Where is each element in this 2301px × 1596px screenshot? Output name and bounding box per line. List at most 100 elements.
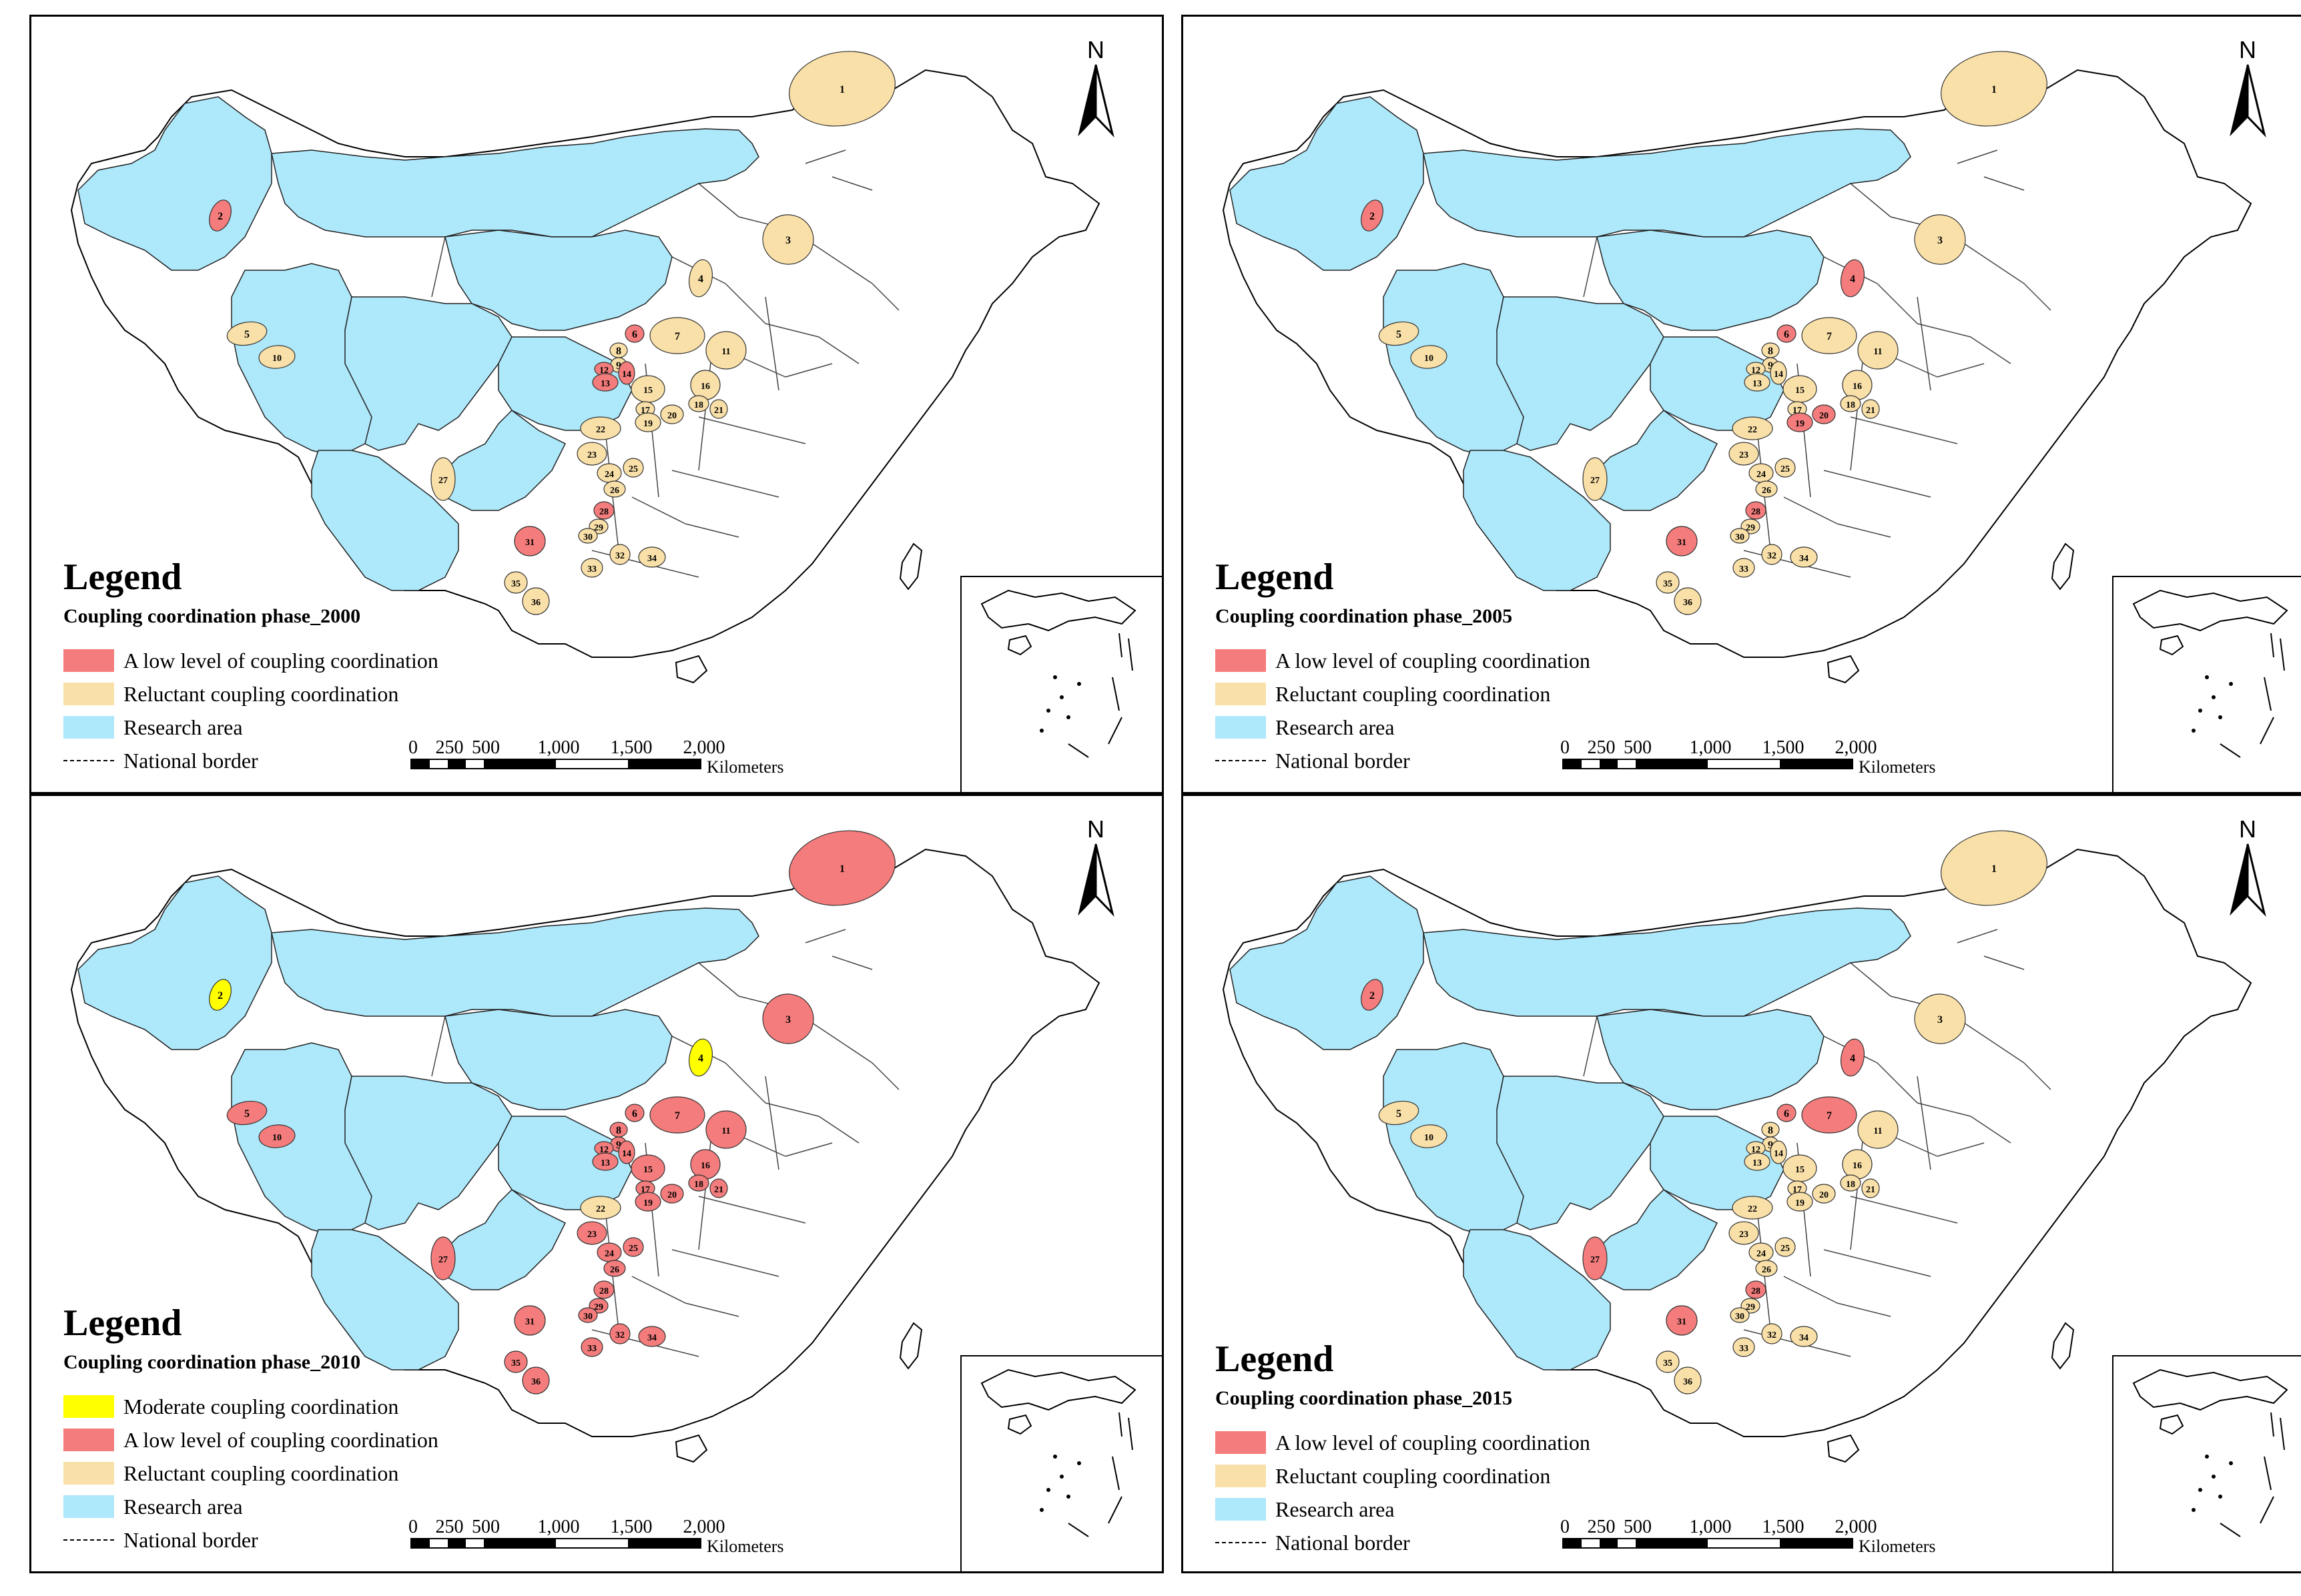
region-shape <box>618 361 635 385</box>
region-label: 36 <box>1683 598 1692 608</box>
region-shape <box>522 1366 550 1394</box>
region-shape <box>1361 979 1383 1011</box>
province-boundary <box>1957 149 1998 164</box>
region-label: 22 <box>1748 1204 1757 1214</box>
region-shape <box>1812 1184 1836 1204</box>
province-boundary <box>685 523 739 538</box>
region-label: 2 <box>1369 990 1375 1002</box>
scale-tick-label: 500 <box>472 1517 500 1537</box>
north-label: N <box>1087 815 1104 843</box>
region-label: 12 <box>599 366 609 376</box>
region-30 <box>1730 1307 1750 1323</box>
region-label: 29 <box>1746 1302 1755 1312</box>
region-shape <box>577 1221 607 1245</box>
scale-tick-label: 2,000 <box>1835 1517 1877 1537</box>
region-shape <box>635 412 661 432</box>
region-shape <box>1790 1326 1818 1347</box>
legend-item-label: Research area <box>1275 715 1395 739</box>
region-label: 23 <box>1739 1230 1748 1240</box>
color-swatch <box>1215 649 1266 672</box>
province-boundary <box>698 350 713 471</box>
region-label: 1 <box>840 863 845 875</box>
region-label: 15 <box>643 1165 653 1175</box>
region-label: 4 <box>698 1053 703 1064</box>
region-shape <box>430 457 456 501</box>
region-25 <box>1774 458 1796 478</box>
region-label: 20 <box>667 411 677 421</box>
region-shape <box>1666 526 1698 556</box>
scale-tick-label: 500 <box>1624 1517 1652 1537</box>
legend-item-label: Research area <box>123 715 243 739</box>
region-35 <box>504 571 528 594</box>
region-23 <box>577 1221 607 1245</box>
region-23 <box>1728 442 1759 466</box>
region-label: 35 <box>511 1358 521 1368</box>
legend: Legend Coupling coordination phase_2000 A … <box>63 558 438 777</box>
province-boundary <box>725 1262 779 1277</box>
hainan-island <box>675 655 708 684</box>
province-boundary <box>1917 1102 1971 1117</box>
region-13 <box>1744 373 1770 392</box>
region-label: 36 <box>531 598 541 608</box>
province-boundary <box>872 1062 900 1090</box>
region-shape <box>660 404 684 424</box>
region-label: 16 <box>1853 382 1862 392</box>
province-boundary <box>698 416 753 431</box>
region-shape <box>609 1323 631 1344</box>
legend-title: Legend <box>63 556 182 598</box>
region-26 <box>1755 480 1778 498</box>
region-shape <box>226 321 268 346</box>
region-shape <box>1857 331 1899 370</box>
province-boundary <box>631 496 686 524</box>
province-boundary <box>431 236 446 298</box>
legend-item-research: Research area <box>63 711 438 744</box>
region-shape <box>1656 571 1680 594</box>
region-label: 26 <box>1762 486 1771 496</box>
province-boundary <box>1957 929 1998 943</box>
legend-item-label: A low level of coupling coordination <box>123 648 438 673</box>
region-5 <box>226 1100 268 1126</box>
province-boundary <box>671 470 726 484</box>
region-shape <box>209 979 232 1011</box>
research-area <box>1463 450 1611 591</box>
region-shape <box>660 1184 684 1204</box>
region-22 <box>1732 416 1773 440</box>
region-14 <box>618 361 635 385</box>
color-swatch <box>63 683 114 705</box>
scale-bar-graphic <box>410 1538 701 1549</box>
region-26 <box>603 1260 626 1277</box>
scale-bar-graphic <box>1562 759 1853 769</box>
region-2 <box>1361 200 1383 232</box>
province-boundary <box>1903 430 1958 444</box>
legend-item-label: A low level of coupling coordination <box>1275 648 1590 673</box>
region-label: 25 <box>1780 1244 1790 1254</box>
region-label: 4 <box>698 274 703 285</box>
legend-item-label: National border <box>1275 748 1410 773</box>
research-area <box>344 296 513 451</box>
region-28 <box>593 501 615 520</box>
region-33 <box>1732 1337 1755 1357</box>
legend-title: Legend <box>63 1302 182 1344</box>
region-shape <box>709 1178 728 1198</box>
region-label: 9 <box>616 360 621 372</box>
province-boundary <box>832 955 873 970</box>
region-shape <box>618 1140 635 1164</box>
region-19 <box>635 412 661 432</box>
region-27 <box>1582 1236 1608 1280</box>
region-label: 6 <box>1784 329 1789 340</box>
region-label: 7 <box>1827 1110 1832 1122</box>
legend-item-research: Research area <box>1215 711 1590 744</box>
region-shape <box>1840 1038 1865 1077</box>
research-area <box>311 450 459 591</box>
region-label: 11 <box>1873 347 1882 357</box>
region-35 <box>1656 1350 1680 1373</box>
region-shape <box>649 317 705 354</box>
province-boundary <box>431 1016 446 1077</box>
region-14 <box>1770 361 1787 385</box>
region-label: 24 <box>605 1249 614 1259</box>
legend-item-low: A low level of coupling coordination <box>1215 644 1590 677</box>
hainan-island <box>675 1434 708 1463</box>
region-6 <box>625 1104 645 1122</box>
region-34 <box>1790 546 1818 568</box>
